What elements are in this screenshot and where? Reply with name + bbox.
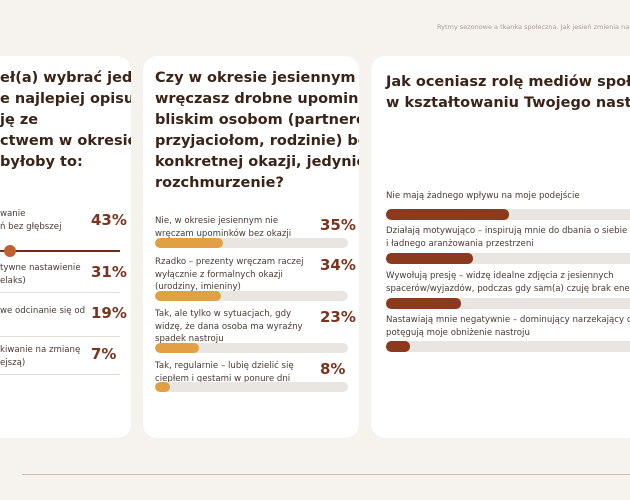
bar xyxy=(386,253,473,264)
option-label: Tak, regularnie – lubię dzielić się xyxy=(155,361,294,371)
option-label: wyłącznie z formalnych okazji xyxy=(155,269,283,280)
card-title: byłoby to: xyxy=(0,154,83,170)
card-title: rozchmurzenie? xyxy=(155,175,284,191)
separator xyxy=(0,336,120,337)
bar-track xyxy=(155,238,348,248)
bar-track xyxy=(155,291,348,301)
bar xyxy=(386,209,509,220)
option-label: Rzadko – prezenty wręczam raczej xyxy=(155,257,304,267)
option-label: wręczam upominków bez okazji xyxy=(155,228,292,239)
card-title: konkretnej okazji, jedynie na xyxy=(155,154,359,170)
option-label: Nie mają żadnego wpływu na moje podejści… xyxy=(386,191,580,201)
card-title: bliskim osobom (partnerowi, xyxy=(155,112,359,128)
card: eł(a) wybrać jedno e najlepiej opisuje ję … xyxy=(0,56,131,438)
option-label: Wywołują presję – widzę idealne zdjęcia … xyxy=(386,271,614,281)
option-label: ń bez głębszej xyxy=(0,221,62,232)
option-label: wanie xyxy=(0,209,26,219)
option-percent: 31% xyxy=(91,263,127,281)
card-title: ctwem w okresie xyxy=(0,133,131,149)
option-percent: 7% xyxy=(91,345,117,363)
bar-track xyxy=(386,341,630,352)
card-title: Czy w okresie jesiennym xyxy=(155,70,356,86)
footer-rule xyxy=(22,474,630,475)
option-percent: 8% xyxy=(320,360,346,378)
card-title: wręczasz drobne upominki xyxy=(155,91,359,107)
option-label: spadek nastroju xyxy=(155,334,224,344)
option-label: widzę, że dana osoba ma wyraźny xyxy=(155,321,303,332)
option-percent: 34% xyxy=(320,256,356,274)
option-label: we odcinanie się od xyxy=(0,306,86,316)
option-label: i ładnego aranżowania przestrzeni xyxy=(386,238,534,249)
header-text: Rytmy sezonowe a tkanka społeczna. Jak j… xyxy=(437,23,630,31)
bar-track xyxy=(386,253,630,264)
separator xyxy=(0,374,120,375)
bar xyxy=(386,298,461,309)
option-percent: 43% xyxy=(91,211,127,229)
option-label: Nie, w okresie jesiennym nie xyxy=(155,216,279,226)
bar xyxy=(155,343,200,353)
option-label: kiwanie na zmianę xyxy=(0,345,81,355)
slider-line xyxy=(0,250,120,252)
bar xyxy=(155,291,221,301)
option-label: Działają motywująco – inspirują mnie do … xyxy=(386,226,628,236)
card-title: w kształtowaniu Twojego nastawienia xyxy=(386,95,630,111)
option-label: spacerów/wyjazdów, podczas gdy sam(a) cz… xyxy=(386,283,630,294)
card: Jak oceniasz rolę mediów społecznośc w ks… xyxy=(371,56,630,438)
card-title: ję ze xyxy=(0,112,39,128)
option-label: potęgują moje obniżenie nastroju xyxy=(386,327,530,338)
option-percent: 19% xyxy=(91,304,127,322)
card-title: Jak oceniasz rolę mediów społecznośc xyxy=(386,74,630,90)
bar xyxy=(386,341,410,352)
card-title: eł(a) wybrać jedno xyxy=(0,70,131,86)
option-label: (urodziny, imieniny) xyxy=(155,282,241,292)
option-label: elaks) xyxy=(0,275,26,286)
option-percent: 35% xyxy=(320,216,356,234)
bar-track xyxy=(155,343,348,353)
bar xyxy=(155,382,171,392)
option-label: ciepłem i gestami w ponure dni xyxy=(155,373,291,384)
slider-knob xyxy=(4,245,16,257)
card-title: e najlepiej opisuje xyxy=(0,91,131,107)
bar-track xyxy=(155,382,348,392)
option-label: Tak, ale tylko w sytuacjach, gdy xyxy=(155,309,292,319)
card: Czy w okresie jesiennym wręczasz drobne u… xyxy=(143,56,359,438)
bar-track xyxy=(386,209,630,220)
option-label: Nastawiają mnie negatywnie – dominujący … xyxy=(386,315,630,325)
card-title: przyjaciołom, rodzinie) bez xyxy=(155,133,359,149)
bar xyxy=(155,238,223,248)
bar-track xyxy=(386,298,630,309)
option-percent: 23% xyxy=(320,308,356,326)
option-label: ejszą) xyxy=(0,357,26,368)
option-label: tywne nastawienie xyxy=(0,263,81,273)
separator xyxy=(0,292,120,293)
